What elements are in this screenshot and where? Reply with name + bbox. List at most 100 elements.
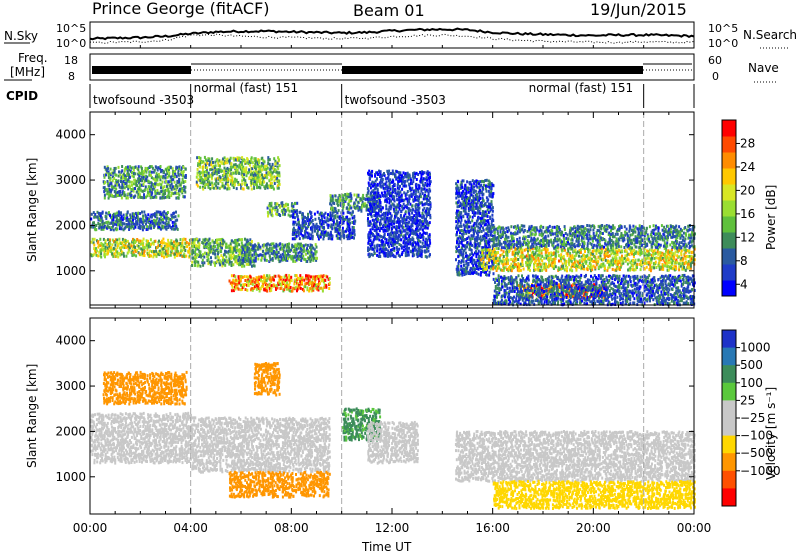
heatmap-cell <box>175 210 177 214</box>
heatmap-cell <box>274 175 277 179</box>
heatmap-cell <box>376 177 378 181</box>
heatmap-cell <box>201 185 204 189</box>
heatmap-cell <box>460 183 463 186</box>
heatmap-cell <box>478 186 481 190</box>
heatmap-cell <box>177 192 180 195</box>
heatmap-cell <box>191 248 194 252</box>
heatmap-cell <box>216 158 219 162</box>
heatmap-cell <box>134 211 137 215</box>
heatmap-cell <box>201 241 204 244</box>
heatmap-cell <box>181 172 184 176</box>
heatmap-cell <box>161 193 164 197</box>
heatmap-cell <box>120 227 123 231</box>
heatmap-cell <box>142 241 145 245</box>
heatmap-cell <box>220 254 223 258</box>
heatmap-cell <box>93 215 96 219</box>
heatmap-cell <box>147 239 149 243</box>
heatmap-cell <box>237 181 240 184</box>
heatmap-cell <box>197 263 200 267</box>
heatmap-cell <box>219 244 221 248</box>
heatmap-cell <box>152 255 155 259</box>
heatmap-cell <box>246 250 249 254</box>
noise-left-tick-bottom: 10^0 <box>56 37 86 50</box>
heatmap-cell <box>227 260 230 264</box>
heatmap-cell <box>290 279 293 283</box>
heatmap-cell <box>152 242 155 246</box>
heatmap-cell <box>138 187 141 191</box>
heatmap-cell <box>235 238 238 242</box>
heatmap-cell <box>369 198 371 202</box>
heatmap-cell <box>163 210 166 214</box>
heatmap-cell <box>470 207 473 211</box>
heatmap-cell <box>373 196 376 199</box>
heatmap-cell <box>301 280 303 284</box>
heatmap-cell <box>176 254 178 258</box>
heatmap-cell <box>207 257 210 261</box>
heatmap-cell <box>332 220 335 224</box>
heatmap-cell <box>393 237 396 241</box>
heatmap-cell <box>426 247 428 251</box>
heatmap-cell <box>98 243 100 247</box>
heatmap-cell <box>264 186 267 190</box>
heatmap-cell <box>471 215 474 219</box>
heatmap-cell <box>309 221 312 225</box>
heatmap-cell <box>268 276 271 280</box>
heatmap-cell <box>95 249 98 253</box>
heatmap-cell <box>249 238 252 242</box>
heatmap-cell <box>483 239 486 243</box>
heatmap-cell <box>335 226 338 230</box>
heatmap-cell <box>468 258 471 261</box>
heatmap-cell <box>380 217 383 221</box>
heatmap-cell <box>306 236 309 240</box>
heatmap-cell <box>404 210 407 214</box>
heatmap-cell <box>403 214 406 218</box>
heatmap-cell <box>308 218 311 222</box>
heatmap-cell <box>168 243 171 247</box>
heatmap-cell <box>350 199 353 203</box>
heatmap-cell <box>417 219 420 223</box>
heatmap-cell <box>236 158 239 161</box>
heatmap-cell <box>365 194 368 197</box>
heatmap-cell <box>483 270 486 274</box>
heatmap-cell <box>273 254 276 258</box>
heatmap-cell <box>277 274 280 278</box>
heatmap-cell <box>184 185 187 189</box>
heatmap-cell <box>295 258 298 262</box>
heatmap-cell <box>268 248 271 252</box>
heatmap-cell <box>316 256 318 260</box>
heatmap-cell <box>310 253 313 257</box>
heatmap-cell <box>251 288 254 292</box>
heatmap-cell <box>134 245 137 249</box>
heatmap-cell <box>369 228 372 232</box>
heatmap-cell <box>305 235 308 239</box>
heatmap-cell <box>239 258 242 262</box>
heatmap-cell <box>146 227 149 231</box>
heatmap-cell <box>167 165 170 169</box>
heatmap-cell <box>184 249 187 252</box>
heatmap-cell <box>474 246 477 250</box>
heatmap-cell <box>125 181 128 185</box>
heatmap-cell <box>249 248 252 252</box>
heatmap-cell <box>261 168 264 172</box>
heatmap-cell <box>346 192 349 196</box>
heatmap-cell <box>253 280 256 284</box>
heatmap-cell <box>286 281 289 285</box>
heatmap-cell <box>319 235 322 239</box>
heatmap-cell <box>103 221 106 225</box>
heatmap-cell <box>134 249 137 253</box>
heatmap-cell <box>336 221 339 225</box>
heatmap-cell <box>478 204 481 208</box>
heatmap-cell <box>308 289 311 293</box>
heatmap-cell <box>392 233 395 237</box>
heatmap-cell <box>124 225 127 229</box>
heatmap-cell <box>413 217 416 221</box>
heatmap-cell <box>278 174 281 178</box>
heatmap-cell <box>282 278 285 282</box>
heatmap-cell <box>407 242 410 246</box>
heatmap-cell <box>456 230 458 234</box>
heatmap-cell <box>149 173 152 177</box>
heatmap-cell <box>265 286 268 290</box>
heatmap-cell <box>296 212 298 216</box>
heatmap-cell <box>146 246 149 250</box>
heatmap-cell <box>228 244 231 248</box>
